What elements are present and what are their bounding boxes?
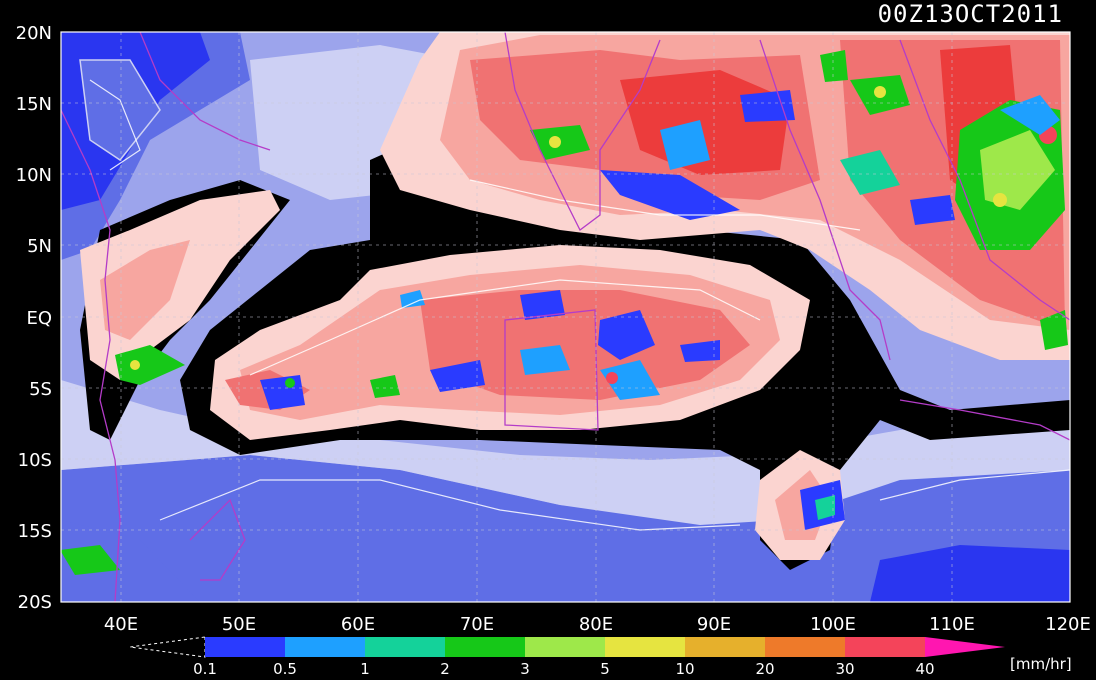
colorbar-tick-label: 1 [360,660,370,678]
lat-label: EQ [26,308,52,329]
lat-label: 5S [29,379,52,400]
lat-label: 20S [18,592,52,613]
lon-label: 110E [929,614,975,635]
lon-label: 70E [460,614,494,635]
lon-label: 120E [1045,614,1091,635]
colorbar-swatch [445,637,525,657]
lat-label: 15S [18,521,52,542]
colorbar-tick-label: 40 [915,660,934,678]
graticule [61,32,1070,602]
colorbar-swatch [765,637,845,657]
colorbar-over-arrow [925,637,1005,657]
lat-label: 10N [16,165,52,186]
colorbar-tick-label: 2 [440,660,450,678]
colorbar-swatch [605,637,685,657]
lat-label: 5N [27,236,52,257]
colorbar-tick-label: 10 [675,660,694,678]
lat-label: 10S [18,450,52,471]
colorbar-swatch [685,637,765,657]
colorbar-tick-label: 0.5 [273,660,297,678]
map-title: 00Z13OCT2011 [878,0,1063,28]
lat-label: 20N [16,23,52,44]
colorbar-swatch [845,637,925,657]
lon-label: 60E [341,614,375,635]
colorbar-unit: [mm/hr] [1010,655,1072,673]
map-area [61,32,1070,602]
colorbar-tick-label: 0.1 [193,660,217,678]
lon-label: 90E [697,614,731,635]
lon-label: 40E [104,614,138,635]
colorbar-tick-label: 20 [755,660,774,678]
colorbar-swatch [525,637,605,657]
colorbar-swatch [285,637,365,657]
colorbar-swatch [365,637,445,657]
latitude-labels: 20N 15N 10N 5N EQ 5S 10S 15S 20S [16,23,52,613]
coastlines [61,32,1070,602]
lat-label: 15N [16,94,52,115]
lon-label: 50E [222,614,256,635]
longitude-labels: 40E 50E 60E 70E 80E 90E 100E 110E 120E [104,614,1091,635]
colorbar-tick-label: 3 [520,660,530,678]
rain-cells [61,50,1068,575]
colorbar-tick-label: 5 [600,660,610,678]
colorbar-swatch [205,637,285,657]
colorbar-tick-label: 30 [835,660,854,678]
colorbar-under-arrow [129,636,206,658]
lon-label: 80E [579,614,613,635]
colorbar: [mm/hr] 0.1 0.5 1 2 3 5 10 20 30 40 [129,636,1072,678]
lon-label: 100E [810,614,856,635]
